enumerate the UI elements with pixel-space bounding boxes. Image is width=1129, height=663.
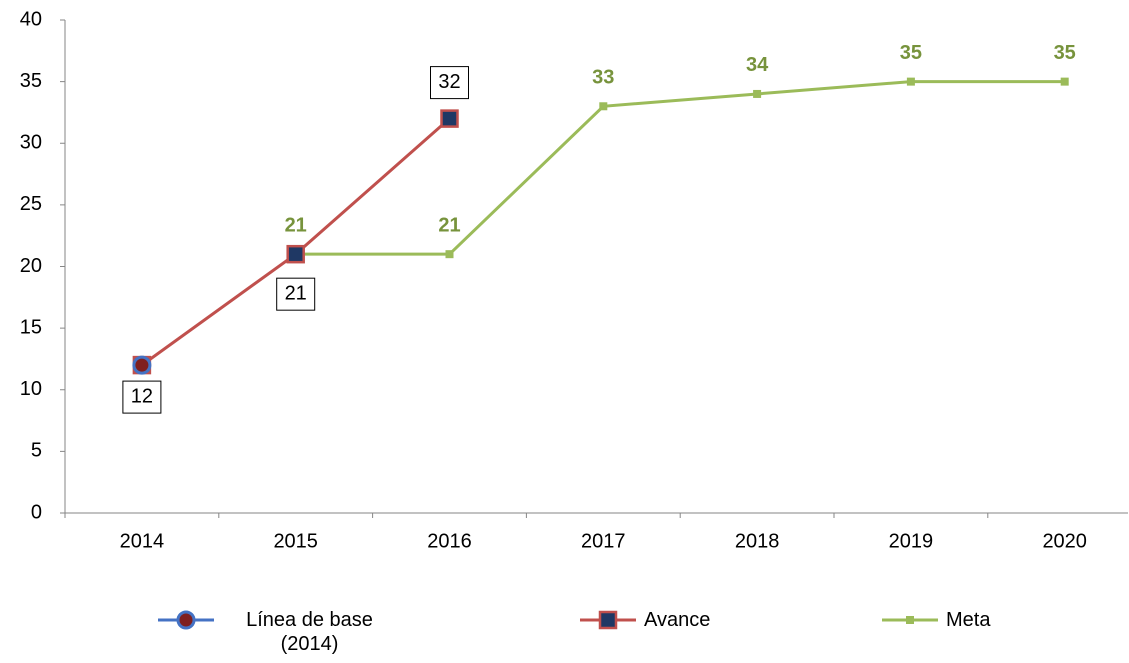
y-tick-label: 15 [20, 316, 42, 338]
marker [598, 610, 618, 630]
data-label-box [430, 66, 469, 100]
x-tick-label: 2020 [1042, 530, 1087, 552]
x-tick-label: 2017 [581, 530, 626, 552]
y-tick-label: 40 [20, 8, 42, 30]
y-tick-label: 30 [20, 132, 42, 154]
y-tick-label: 0 [31, 501, 42, 523]
data-label: 33 [592, 67, 614, 89]
marker [599, 102, 608, 111]
data-label: 34 [746, 54, 769, 76]
legend-item: Avance [580, 608, 710, 632]
data-label: 21 [285, 282, 307, 304]
legend-label: Línea de base (2014) [246, 609, 373, 655]
y-tick-label: 35 [20, 70, 42, 92]
x-tick-label: 2018 [735, 530, 780, 552]
x-tick-label: 2016 [427, 530, 472, 552]
data-label: 21 [438, 214, 460, 236]
y-tick-label: 5 [31, 440, 42, 462]
x-tick-label: 2014 [120, 530, 165, 552]
marker [440, 109, 459, 128]
y-tick-label: 10 [20, 378, 42, 400]
legend-icon [580, 610, 636, 630]
data-label-box [276, 277, 316, 311]
legend-item: Meta [882, 608, 990, 632]
legend-label: Meta [946, 609, 991, 631]
data-label: 32 [438, 71, 460, 93]
marker [445, 250, 454, 259]
marker [286, 244, 305, 264]
legend-icon [882, 616, 938, 624]
marker [176, 610, 196, 630]
data-label: 35 [900, 42, 922, 64]
marker [906, 77, 915, 86]
legend-icon [158, 610, 214, 630]
y-tick-label: 25 [20, 193, 42, 215]
x-tick-label: 2019 [889, 530, 934, 552]
data-label: 35 [1054, 42, 1076, 64]
data-label-box [122, 380, 162, 414]
data-label: 12 [131, 385, 153, 407]
marker [753, 89, 762, 98]
data-label: 21 [285, 214, 307, 236]
x-tick-label: 2015 [273, 530, 318, 552]
marker [906, 616, 914, 624]
marker [1060, 77, 1069, 86]
series-line [295, 80, 1065, 256]
series-line [141, 117, 451, 367]
legend-item: Línea de base (2014) [158, 608, 397, 656]
legend-label: Avance [644, 609, 711, 631]
y-tick-label: 20 [20, 255, 42, 277]
marker [132, 355, 152, 375]
